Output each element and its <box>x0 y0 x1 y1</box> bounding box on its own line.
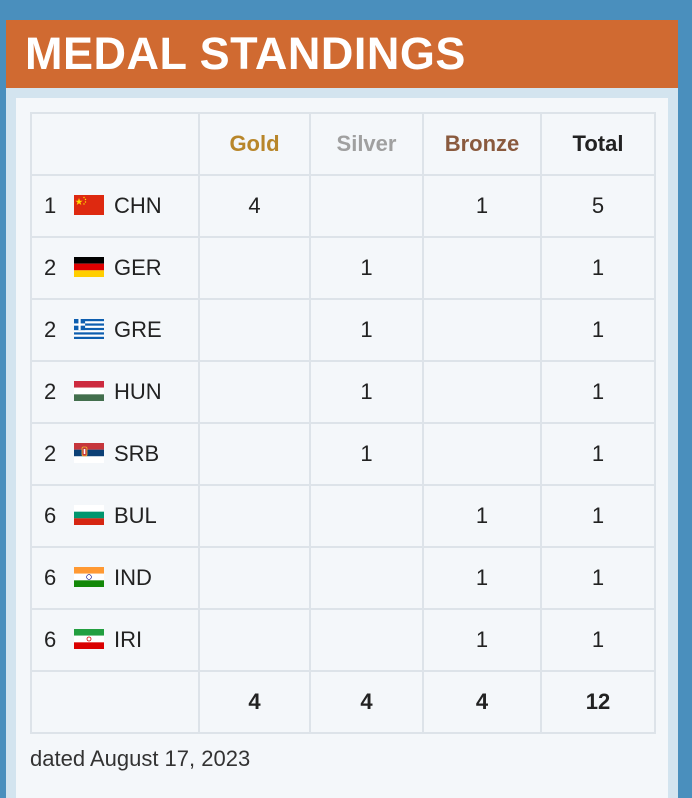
table-row: 1 CHN 4 1 5 <box>30 174 656 238</box>
country-cell: 6 IND <box>30 546 200 610</box>
country-cell: 6 IRI <box>30 608 200 672</box>
silver-count <box>309 608 424 672</box>
total-count: 1 <box>540 298 656 362</box>
gold-count <box>198 484 311 548</box>
country-code: GRE <box>114 317 162 342</box>
country-cell: 2 GER <box>30 236 200 300</box>
date-note: dated August 17, 2023 <box>30 746 251 771</box>
totals-row: 4 4 4 12 <box>30 670 656 734</box>
bronze-count: 1 <box>422 608 542 672</box>
silver-count: 1 <box>309 236 424 300</box>
total-count: 1 <box>540 236 656 300</box>
bronze-count: 1 <box>422 546 542 610</box>
table-row: 6 BUL 1 1 <box>30 484 656 548</box>
gold-count <box>198 236 311 300</box>
total-count: 1 <box>540 484 656 548</box>
table-row: 2 SRB 1 1 <box>30 422 656 486</box>
rank: 6 <box>44 503 57 528</box>
table-header-row: Gold Silver Bronze Total <box>30 112 656 176</box>
serbia-flag-icon <box>74 443 104 464</box>
country-cell: 2 HUN <box>30 360 200 424</box>
silver-total: 4 <box>309 670 424 734</box>
total-count: 1 <box>540 422 656 486</box>
total-count: 1 <box>540 608 656 672</box>
country-code: IND <box>114 565 152 590</box>
country-code: CHN <box>114 193 162 218</box>
country-code: HUN <box>114 379 162 404</box>
silver-count: 1 <box>309 298 424 362</box>
total-count: 1 <box>540 360 656 424</box>
table-row: 2 HUN 1 1 <box>30 360 656 424</box>
country-cell: 2 GRE <box>30 298 200 362</box>
country-code: SRB <box>114 441 160 466</box>
germany-flag-icon <box>74 257 104 278</box>
hungary-flag-icon <box>74 381 104 402</box>
table-row: 2 GER 1 1 <box>30 236 656 300</box>
bronze-count <box>422 298 542 362</box>
medal-table: Gold Silver Bronze Total 1 CHN 4 1 5 2 GER 1 1 2 G… <box>30 112 656 734</box>
gold-count: 4 <box>198 174 311 238</box>
bronze-total: 4 <box>422 670 542 734</box>
country-header <box>30 112 200 176</box>
bulgaria-flag-icon <box>74 505 104 526</box>
country-cell: 1 CHN <box>30 174 200 238</box>
table-row: 2 GRE 1 1 <box>30 298 656 362</box>
rank: 6 <box>44 627 57 652</box>
country-cell: 6 BUL <box>30 484 200 548</box>
widget-title: MEDAL STANDINGS <box>6 20 678 88</box>
country-code: BUL <box>114 503 157 528</box>
silver-header: Silver <box>309 112 424 176</box>
country-code: GER <box>114 255 162 280</box>
silver-count: 1 <box>309 422 424 486</box>
bronze-header: Bronze <box>422 112 542 176</box>
gold-count <box>198 360 311 424</box>
bronze-count <box>422 236 542 300</box>
china-flag-icon <box>74 195 104 216</box>
bronze-count <box>422 422 542 486</box>
rank: 2 <box>44 379 57 404</box>
iran-flag-icon <box>74 629 104 650</box>
rank: 2 <box>44 441 57 466</box>
country-code: IRI <box>114 627 143 652</box>
grand-total: 12 <box>540 670 656 734</box>
total-count: 5 <box>540 174 656 238</box>
gold-header: Gold <box>198 112 311 176</box>
gold-count <box>198 608 311 672</box>
silver-count: 1 <box>309 360 424 424</box>
india-flag-icon <box>74 567 104 588</box>
greece-flag-icon <box>74 319 104 340</box>
bronze-count: 1 <box>422 484 542 548</box>
gold-count <box>198 546 311 610</box>
table-row: 6 IND 1 1 <box>30 546 656 610</box>
rank: 2 <box>44 255 57 280</box>
total-header: Total <box>540 112 656 176</box>
totals-label-cell <box>30 670 200 734</box>
table-row: 6 IRI 1 1 <box>30 608 656 672</box>
total-count: 1 <box>540 546 656 610</box>
bronze-count <box>422 360 542 424</box>
gold-count <box>198 298 311 362</box>
rank: 1 <box>44 193 57 218</box>
silver-count <box>309 174 424 238</box>
rank: 6 <box>44 565 57 590</box>
gold-total: 4 <box>198 670 311 734</box>
country-cell: 2 SRB <box>30 422 200 486</box>
gold-count <box>198 422 311 486</box>
medal-standings-widget: MEDAL STANDINGS Gold Silver Bronze Total… <box>6 20 678 798</box>
rank: 2 <box>44 317 57 342</box>
silver-count <box>309 546 424 610</box>
silver-count <box>309 484 424 548</box>
standings-panel: Gold Silver Bronze Total 1 CHN 4 1 5 2 GER 1 1 2 G… <box>16 98 668 798</box>
bronze-count: 1 <box>422 174 542 238</box>
